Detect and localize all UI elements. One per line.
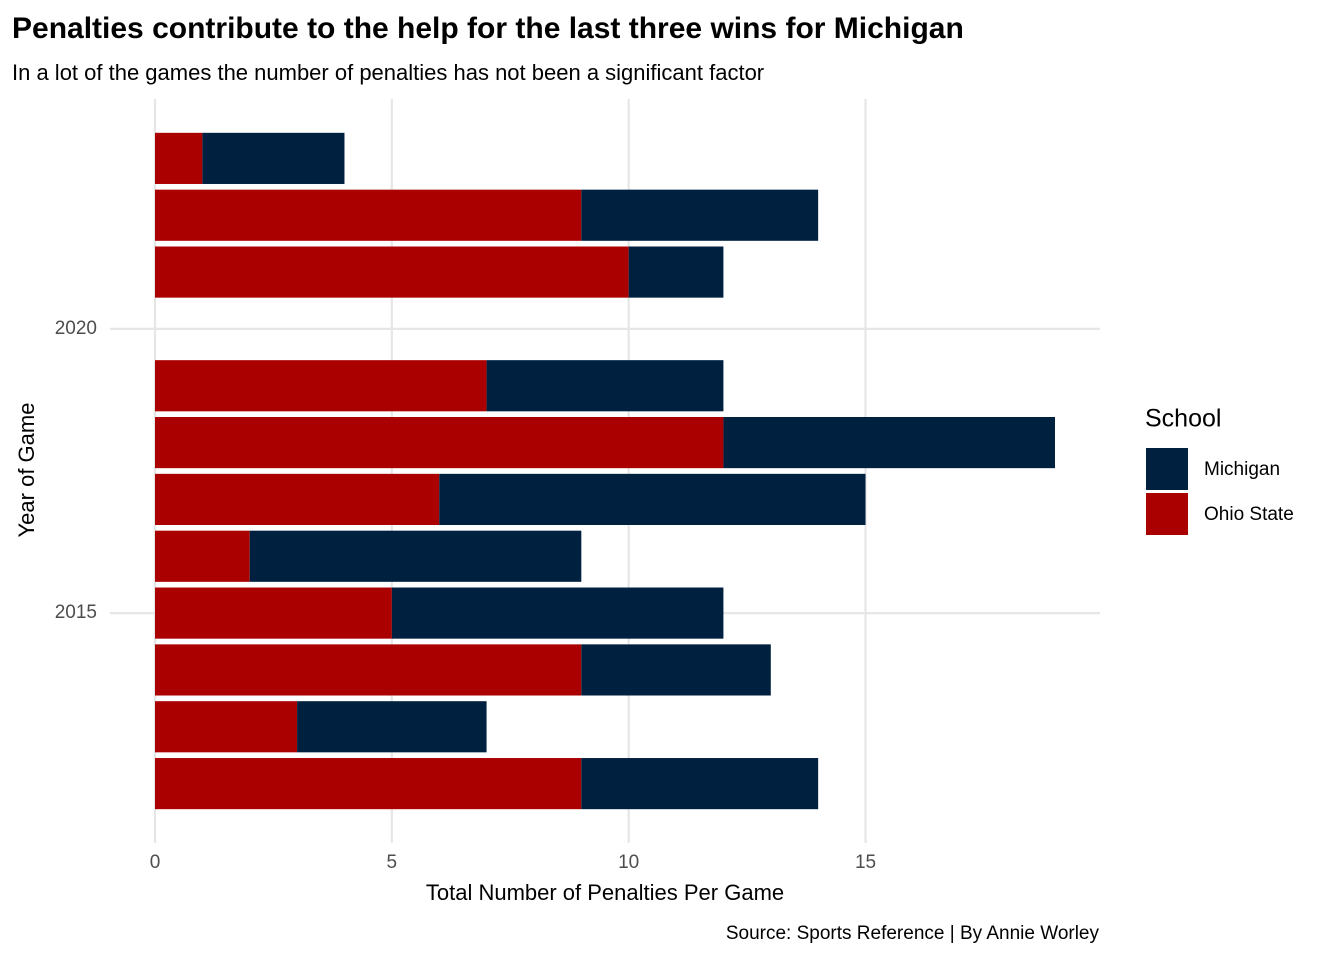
x-tick-label: 10 xyxy=(618,852,639,873)
bar-segment xyxy=(155,417,724,469)
chart-title: Penalties contribute to the help for the… xyxy=(12,12,964,45)
y-tick-label: 2015 xyxy=(55,602,97,623)
bar-segment xyxy=(155,758,582,810)
bar-segment xyxy=(155,132,203,184)
bar-segment xyxy=(155,701,298,753)
bar-segment xyxy=(155,473,440,525)
y-tick-label: 2020 xyxy=(55,318,97,339)
legend-title: School xyxy=(1145,405,1221,433)
bar-segment xyxy=(155,360,487,412)
x-tick-label: 15 xyxy=(855,852,876,873)
bar-segment xyxy=(249,530,582,582)
bar-segment xyxy=(155,246,629,298)
x-axis-title: Total Number of Penalties Per Game xyxy=(426,880,784,905)
bar-segment xyxy=(628,246,724,298)
bar-segment xyxy=(391,587,724,639)
x-tick-label: 0 xyxy=(150,852,161,873)
chart-subtitle: In a lot of the games the number of pena… xyxy=(12,60,764,85)
bar-segment xyxy=(202,132,345,184)
bar-segment xyxy=(723,417,1055,469)
legend-label: Ohio State xyxy=(1204,504,1294,525)
bar-segment xyxy=(581,644,771,696)
legend-key xyxy=(1146,493,1188,535)
bar-segment xyxy=(581,758,819,810)
bar-segment xyxy=(155,587,392,639)
y-axis-title: Year of Game xyxy=(14,403,39,538)
bar-segment xyxy=(297,701,487,753)
bar-segment xyxy=(581,189,819,241)
bar-segment xyxy=(155,189,582,241)
bar-segment xyxy=(486,360,724,412)
bar-segment xyxy=(155,644,582,696)
bar-segment xyxy=(439,473,866,525)
caption: Source: Sports Reference | By Annie Worl… xyxy=(726,923,1100,944)
legend-label: Michigan xyxy=(1204,459,1280,480)
legend-key xyxy=(1146,448,1188,490)
bar-segment xyxy=(155,530,250,582)
x-tick-label: 5 xyxy=(387,852,398,873)
